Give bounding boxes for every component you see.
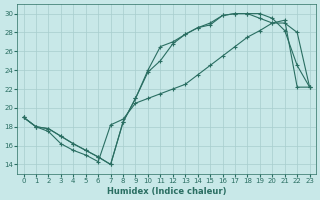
X-axis label: Humidex (Indice chaleur): Humidex (Indice chaleur): [107, 187, 226, 196]
